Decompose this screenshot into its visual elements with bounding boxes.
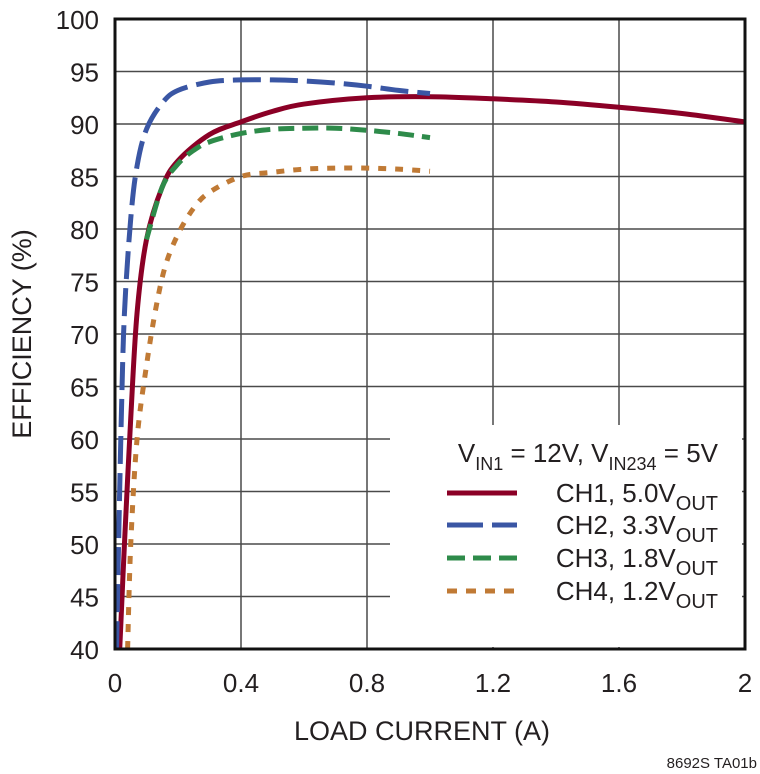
legend-background (390, 425, 742, 647)
plot-border (113, 17, 747, 651)
data-curves (115, 77, 745, 649)
legend-label-2: CH2, 3.3VOUT (556, 510, 718, 547)
legend-title: VIN1 = 12V, VIN234 = 5V (458, 438, 719, 474)
y-tick-label: 55 (70, 478, 99, 508)
x-tick-label: 2 (738, 668, 752, 698)
x-tick-label: 1.6 (601, 668, 637, 698)
series-4-curve (125, 165, 431, 649)
series-1-curve (117, 94, 745, 649)
y-tick-label: 70 (70, 320, 99, 350)
y-tick-label: 85 (70, 163, 99, 193)
legend-label-4: CH4, 1.2VOUT (556, 576, 718, 613)
x-axis-label: LOAD CURRENT (A) (294, 716, 550, 746)
y-tick-label: 95 (70, 58, 99, 88)
y-tick-label: 75 (70, 268, 99, 298)
y-tick-label: 90 (70, 110, 99, 140)
legend-label-1: CH1, 5.0VOUT (556, 478, 718, 515)
legend: VIN1 = 12V, VIN234 = 5V CH1, 5.0VOUTCH2,… (447, 438, 719, 613)
series-2-curve (115, 77, 431, 649)
x-tick-label: 1.2 (475, 668, 511, 698)
x-tick-label: 0.8 (349, 668, 385, 698)
y-tick-label: 100 (56, 5, 99, 35)
series-3-curve (144, 125, 431, 241)
x-tick-labels: 0 0.4 0.8 1.2 1.6 2 (108, 668, 752, 698)
y-axis-label: EFFICIENCY (%) (7, 229, 37, 439)
x-tick-label: 0 (108, 668, 122, 698)
y-tick-label: 45 (70, 583, 99, 613)
y-tick-label: 60 (70, 425, 99, 455)
figure-id: 8692S TA01b (667, 755, 757, 772)
x-tick-label: 0.4 (223, 668, 259, 698)
y-tick-label: 50 (70, 530, 99, 560)
y-tick-label: 65 (70, 373, 99, 403)
y-tick-labels: 40 45 50 55 60 65 70 75 80 85 90 95 100 (56, 5, 99, 665)
legend-label-3: CH3, 1.8VOUT (556, 543, 718, 580)
y-tick-label: 40 (70, 635, 99, 665)
y-tick-label: 80 (70, 215, 99, 245)
plot-frame (113, 17, 747, 651)
